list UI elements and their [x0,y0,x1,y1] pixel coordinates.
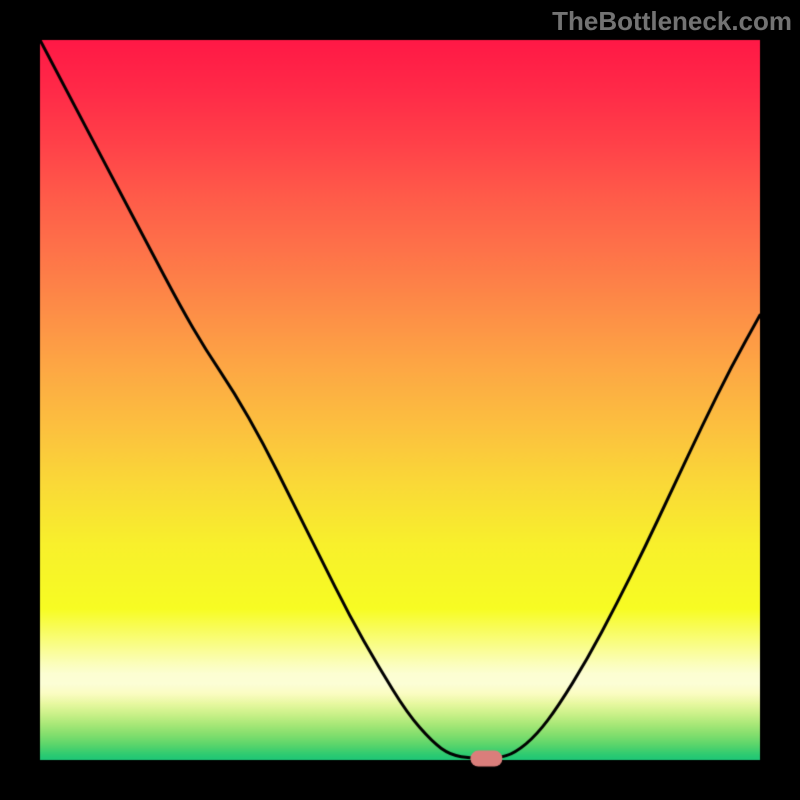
chart-container: TheBottleneck.com [0,0,800,800]
bottleneck-chart-canvas [0,0,800,800]
watermark-text: TheBottleneck.com [552,6,792,37]
